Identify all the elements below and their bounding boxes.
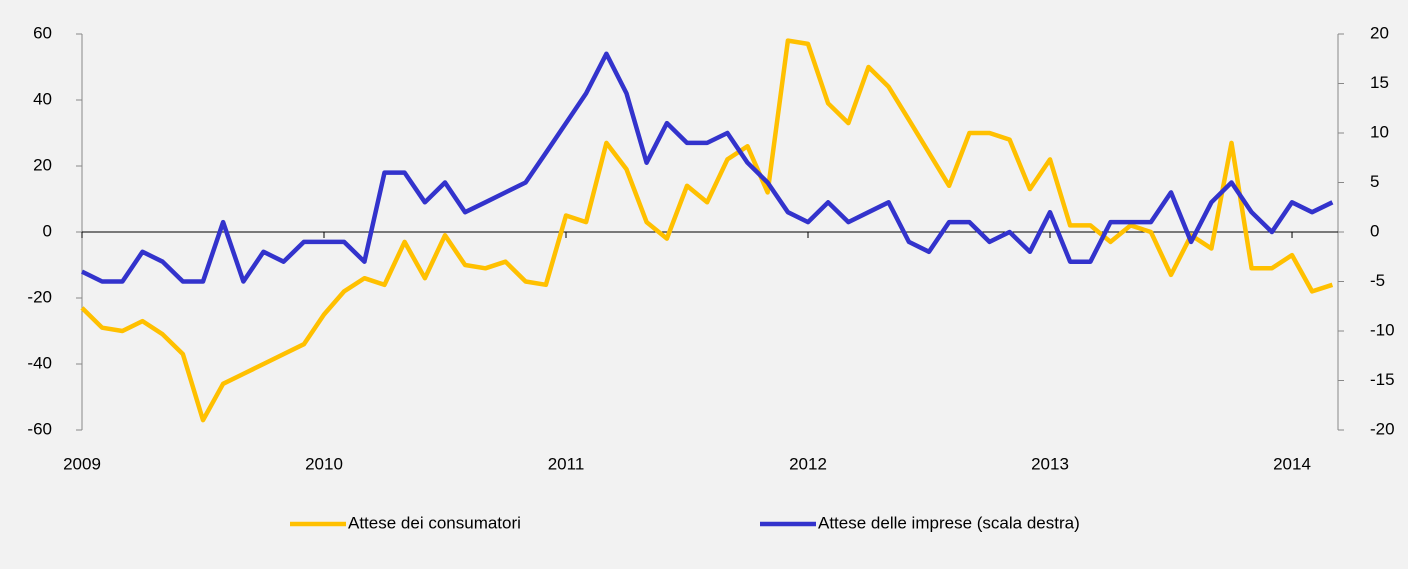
y-tick-label: -60 (27, 419, 52, 438)
x-tick-label: 2014 (1273, 454, 1311, 473)
legend-label: Attese dei consumatori (348, 513, 521, 532)
y-tick-label: 40 (33, 89, 52, 108)
y2-tick-label: -5 (1370, 271, 1385, 290)
y2-tick-label: -15 (1370, 370, 1395, 389)
x-tick-label: 2009 (63, 454, 101, 473)
y2-tick-label: 5 (1370, 172, 1379, 191)
y-tick-label: 60 (33, 23, 52, 42)
y-tick-label: -20 (27, 287, 52, 306)
y2-tick-label: 0 (1370, 221, 1379, 240)
y-tick-label: 0 (43, 221, 52, 240)
y2-tick-label: -10 (1370, 320, 1395, 339)
y2-tick-label: -20 (1370, 419, 1395, 438)
x-tick-label: 2011 (548, 454, 585, 473)
y2-tick-label: 10 (1370, 122, 1389, 141)
legend-label: Attese delle imprese (scala destra) (818, 513, 1080, 532)
series-line (81, 51, 1334, 284)
x-tick-label: 2010 (305, 454, 343, 473)
x-tick-label: 2012 (789, 454, 827, 473)
y2-tick-label: 20 (1370, 23, 1389, 42)
y-tick-label: 20 (33, 155, 52, 174)
y-tick-label: -40 (27, 353, 52, 372)
x-tick-label: 2013 (1031, 454, 1069, 473)
series-line (80, 38, 1334, 423)
y2-tick-label: 15 (1370, 73, 1389, 92)
